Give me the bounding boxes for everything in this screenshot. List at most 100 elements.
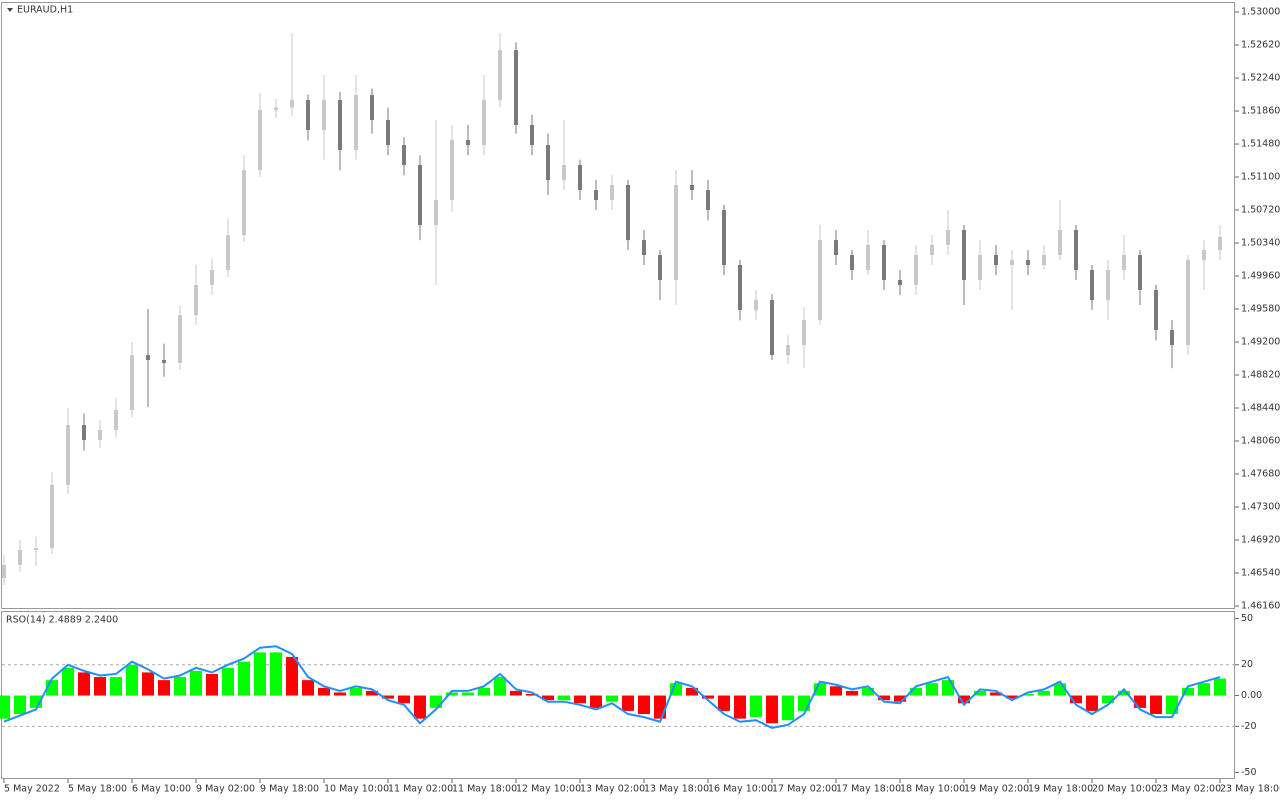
histogram-bar <box>1214 678 1226 696</box>
candle-body <box>1122 255 1126 271</box>
histogram-bar <box>1118 690 1130 696</box>
candle-body <box>370 95 374 121</box>
candle-body <box>162 359 166 363</box>
histogram-bar <box>350 687 362 696</box>
histogram-bar <box>894 695 906 702</box>
candle-body <box>690 185 694 191</box>
candle-body <box>658 255 662 281</box>
histogram-bar <box>206 673 218 696</box>
y-tick-label: 0.00 <box>1241 690 1262 701</box>
candle-body <box>1202 250 1206 261</box>
candle-body <box>418 165 422 226</box>
histogram-bar <box>718 695 730 711</box>
price-panel <box>1 2 1235 609</box>
histogram-bar <box>510 690 522 696</box>
candle-body <box>786 345 790 356</box>
candle-body <box>98 429 102 441</box>
candle-body <box>946 229 950 246</box>
histogram-bar <box>334 692 346 696</box>
candle-body <box>530 125 534 146</box>
histogram-bar <box>126 664 138 696</box>
histogram-bar <box>494 677 506 696</box>
histogram-bar <box>110 677 122 696</box>
candle-body <box>1138 255 1142 290</box>
histogram-bar <box>78 672 90 696</box>
x-tick-label: 20 May 10:00 <box>1092 784 1157 795</box>
x-tick-label: 16 May 10:00 <box>708 784 773 795</box>
candle-body <box>306 100 310 131</box>
x-tick-label: 9 May 18:00 <box>260 784 319 795</box>
histogram-bar <box>734 695 746 719</box>
candle-body <box>834 240 838 256</box>
candle-body <box>1058 229 1062 256</box>
histogram-bar <box>830 686 842 696</box>
x-tick-label: 12 May 10:00 <box>516 784 581 795</box>
histogram-bar <box>238 661 250 696</box>
candle-body <box>882 245 886 281</box>
x-tick-label: 23 May 18:00 <box>1220 784 1280 795</box>
y-tick-label: 1.50340 <box>1241 238 1280 249</box>
candle-body <box>2 565 6 579</box>
x-tick-label: 13 May 18:00 <box>644 784 709 795</box>
x-tick-label: 19 May 18:00 <box>1028 784 1093 795</box>
histogram-bar <box>446 692 458 696</box>
histogram-bar <box>686 687 698 696</box>
y-tick-label: 1.51100 <box>1241 172 1280 183</box>
histogram-bar <box>670 683 682 696</box>
candle-body <box>482 100 486 146</box>
histogram-bar <box>974 690 986 696</box>
histogram-bar <box>990 692 1002 696</box>
candle-body <box>450 140 454 201</box>
histogram-bar <box>622 695 634 711</box>
candle-body <box>322 100 326 131</box>
histogram-bar <box>782 695 794 721</box>
y-tick-label: 1.48060 <box>1241 436 1280 447</box>
candle-body <box>1090 270 1094 301</box>
y-tick-label: 1.46160 <box>1241 601 1280 612</box>
candle-body <box>1186 260 1190 346</box>
histogram-bar <box>62 667 74 696</box>
histogram-bar <box>254 652 266 696</box>
candle-body <box>802 320 806 346</box>
y-tick-label: 1.47300 <box>1241 502 1280 513</box>
candle-body <box>546 145 550 181</box>
candle-body <box>66 425 70 486</box>
candle-body <box>130 355 134 411</box>
histogram-bar <box>526 693 538 696</box>
histogram-bar <box>398 695 410 704</box>
symbol-title: EURAUD,H1 <box>17 5 73 16</box>
histogram-bar <box>382 695 394 699</box>
candle-body <box>402 145 406 166</box>
y-tick-label: 1.50720 <box>1241 205 1280 216</box>
histogram-bar <box>478 687 490 696</box>
candle-body <box>434 200 438 226</box>
y-tick-label: 1.48440 <box>1241 403 1280 414</box>
candle-body <box>226 235 230 271</box>
y-tick-label: 1.47680 <box>1241 469 1280 480</box>
histogram-bar <box>0 695 10 719</box>
x-tick-label: 6 May 10:00 <box>132 784 191 795</box>
candle-body <box>114 410 118 430</box>
x-tick-label: 18 May 10:00 <box>900 784 965 795</box>
candle-body <box>1074 229 1078 271</box>
histogram-bar <box>638 695 650 715</box>
histogram-bar <box>958 695 970 704</box>
candle-body <box>82 425 86 441</box>
histogram-bar <box>318 687 330 696</box>
histogram-bar <box>750 695 762 718</box>
histogram-bar <box>702 695 714 699</box>
candle-body <box>818 240 822 321</box>
histogram-bar <box>926 683 938 696</box>
candle-body <box>1154 289 1158 331</box>
y-tick-label: 20 <box>1241 659 1253 670</box>
candle-body <box>898 280 902 286</box>
candle-body <box>338 100 342 151</box>
candle-body <box>866 245 870 271</box>
histogram-bar <box>1198 683 1210 696</box>
candle-body <box>210 270 214 286</box>
histogram-bar <box>846 690 858 696</box>
histogram-bar <box>558 695 570 701</box>
symbol-menu-icon[interactable] <box>7 8 13 12</box>
histogram-bar <box>1038 690 1050 696</box>
candle-body <box>386 120 390 146</box>
